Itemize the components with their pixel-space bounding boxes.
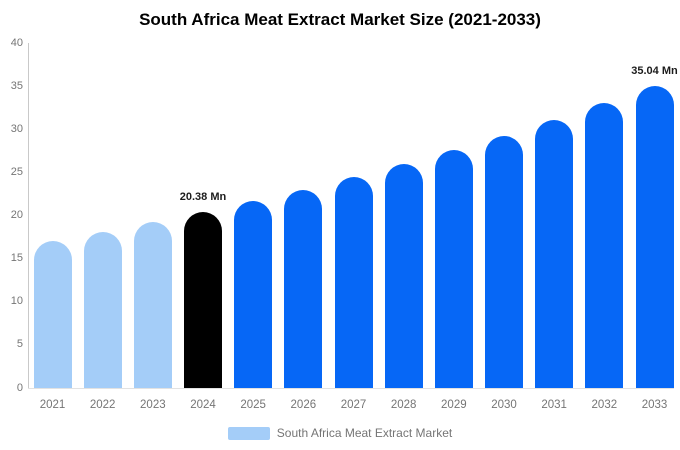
x-axis-line — [28, 388, 674, 389]
x-tick-label: 2029 — [441, 399, 467, 411]
x-tick-label: 2027 — [340, 399, 367, 411]
y-tick-label: 5 — [16, 338, 23, 351]
y-tick-label: 15 — [10, 252, 23, 265]
x-tick-label: 2030 — [491, 399, 517, 411]
x-tick-label: 2028 — [390, 399, 417, 411]
bar-value-label: 35.04 Mn — [631, 64, 678, 77]
legend: South Africa Meat Extract Market — [0, 426, 680, 440]
legend-swatch-icon[interactable] — [227, 426, 270, 440]
x-tick-label: 2026 — [290, 399, 317, 411]
y-tick-label: 20 — [10, 209, 23, 221]
y-tick-label: 25 — [10, 165, 23, 178]
x-tick-label: 2025 — [240, 399, 266, 411]
y-tick-label: 35 — [10, 79, 23, 92]
bar-2022[interactable] — [83, 232, 122, 388]
y-tick-label: 10 — [10, 295, 23, 308]
y-tick-label: 0 — [16, 381, 23, 394]
bar-2029[interactable] — [434, 150, 473, 388]
bar-value-label: 20.38 Mn — [179, 191, 227, 204]
chart-title: South Africa Meat Extract Market Size (2… — [139, 10, 541, 29]
bar-2026[interactable] — [284, 189, 323, 388]
bar-2030[interactable] — [485, 135, 523, 388]
bar-2028[interactable] — [384, 164, 423, 388]
x-tick-label: 2024 — [190, 399, 216, 411]
y-axis-line — [28, 43, 29, 388]
y-tick-label: 40 — [10, 36, 23, 49]
x-tick-label: 2023 — [140, 399, 166, 411]
bar-2027[interactable] — [334, 177, 373, 388]
x-tick-label: 2031 — [541, 399, 567, 411]
bar-2032[interactable] — [585, 103, 624, 388]
bar-2021[interactable] — [33, 241, 72, 388]
legend-label[interactable]: South Africa Meat Extract Market — [276, 426, 453, 440]
y-tick-label: 30 — [10, 122, 23, 135]
x-tick-label: 2022 — [89, 399, 116, 411]
bar-2023[interactable] — [133, 222, 172, 388]
bar-2024[interactable] — [184, 212, 222, 388]
x-tick-label: 2021 — [39, 399, 66, 411]
x-tick-label: 2032 — [591, 399, 618, 411]
bar-2033[interactable] — [635, 85, 674, 388]
x-tick-label: 2033 — [641, 399, 668, 411]
bar-2025[interactable] — [234, 201, 273, 388]
bar-2031[interactable] — [535, 120, 574, 388]
